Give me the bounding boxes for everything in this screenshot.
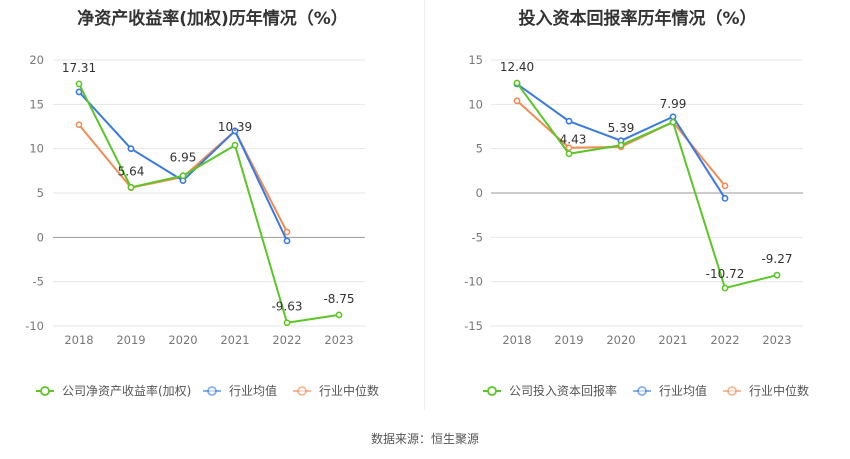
series-point-0 (179, 172, 187, 180)
series-line-0 (516, 82, 778, 290)
series-point-0 (231, 141, 239, 149)
legend-swatch-marker (727, 386, 737, 396)
x-tick-label: 2022 (272, 333, 301, 347)
chart-panel-1: 15 10 5 0 -5 -10 -15 2018 2019 2020 2021 2022 2023 12… (464, 53, 809, 398)
data-label: 4.43 (560, 133, 587, 147)
x-tick-label: 2020 (168, 333, 197, 347)
series-point-2 (721, 182, 729, 190)
y-tick-label: 20 (29, 53, 44, 67)
x-tick-label: 2022 (710, 333, 739, 347)
data-label: -9.27 (761, 252, 792, 266)
y-tick-label: 0 (37, 230, 44, 244)
series-point-0 (669, 118, 677, 126)
legend-item-label: 公司净资产收益率(加权) (62, 383, 191, 398)
x-tick-label: 2019 (554, 333, 583, 347)
x-tick-label: 2018 (64, 333, 93, 347)
x-tick-label: 2019 (116, 333, 145, 347)
y-tick-label: 0 (476, 186, 483, 200)
series-point-1 (127, 145, 135, 153)
data-label: 10.39 (218, 120, 252, 134)
data-label: 7.99 (660, 97, 687, 111)
chart-panel-0: 20 15 10 5 0 -5 -10 2018 2019 2020 2021 2022 2023 17.… (25, 53, 379, 398)
y-tick-label: -15 (464, 319, 483, 333)
x-tick-label: 2018 (502, 333, 531, 347)
series-point-1 (721, 194, 729, 202)
series-line-0 (78, 83, 340, 324)
series-point-0 (617, 141, 625, 149)
series-point-1 (283, 237, 291, 245)
series-point-0 (721, 284, 729, 292)
series-point-1 (231, 127, 239, 135)
chart-title-roe: 净资产收益率(加权)历年情况（%） (77, 9, 348, 29)
y-tick-label: 5 (476, 142, 483, 156)
data-label: 6.95 (170, 151, 197, 165)
data-source-note: 数据来源：恒生聚源 (370, 432, 479, 446)
series-point-0 (335, 311, 343, 319)
legend-swatch-marker (207, 386, 217, 396)
series-point-1 (669, 113, 677, 121)
series-point-2 (75, 121, 83, 129)
x-tick-label: 2023 (324, 333, 353, 347)
series-point-0 (127, 183, 135, 191)
y-tick-label: -5 (472, 230, 483, 244)
y-tick-label: 15 (29, 97, 44, 111)
panel-divider (424, 0, 425, 410)
y-tick-label: 10 (468, 97, 483, 111)
y-tick-label: -10 (25, 319, 44, 333)
legend-swatch-marker (487, 386, 497, 396)
x-tick-label: 2021 (220, 333, 249, 347)
series-point-2 (283, 228, 291, 236)
x-tick-label: 2023 (762, 333, 791, 347)
data-label: 12.40 (500, 60, 534, 74)
legend-swatch-marker (637, 386, 647, 396)
y-tick-label: 10 (29, 142, 44, 156)
y-tick-label: 5 (37, 186, 44, 200)
series-point-0 (513, 79, 521, 87)
chart-title-roic: 投入资本回报率历年情况（%） (518, 9, 757, 29)
x-tick-label: 2021 (658, 333, 687, 347)
series-point-2 (513, 97, 521, 105)
data-label: -10.72 (706, 267, 745, 281)
series-point-0 (283, 319, 291, 327)
data-label: 5.39 (608, 121, 635, 135)
series-point-0 (75, 80, 83, 88)
series-point-1 (75, 88, 83, 96)
y-tick-label: -10 (464, 275, 483, 289)
series-point-0 (565, 150, 573, 158)
y-tick-label: -5 (33, 275, 44, 289)
data-label: -8.75 (323, 292, 354, 306)
legend-item-label: 行业中位数 (749, 383, 809, 398)
data-label: -9.63 (271, 300, 302, 314)
legend-item-label: 行业均值 (659, 383, 707, 398)
x-tick-label: 2020 (606, 333, 635, 347)
legend-item-label: 行业均值 (229, 383, 277, 398)
legend-item-label: 行业中位数 (319, 383, 379, 398)
series-point-0 (773, 271, 781, 279)
series-point-1 (565, 117, 573, 125)
legend-item-label: 公司投入资本回报率 (509, 383, 617, 398)
data-label: 17.31 (62, 61, 96, 75)
legend-swatch-marker (297, 386, 307, 396)
data-label: 5.64 (118, 164, 145, 178)
legend-swatch-marker (40, 386, 50, 396)
y-tick-label: 15 (468, 53, 483, 67)
